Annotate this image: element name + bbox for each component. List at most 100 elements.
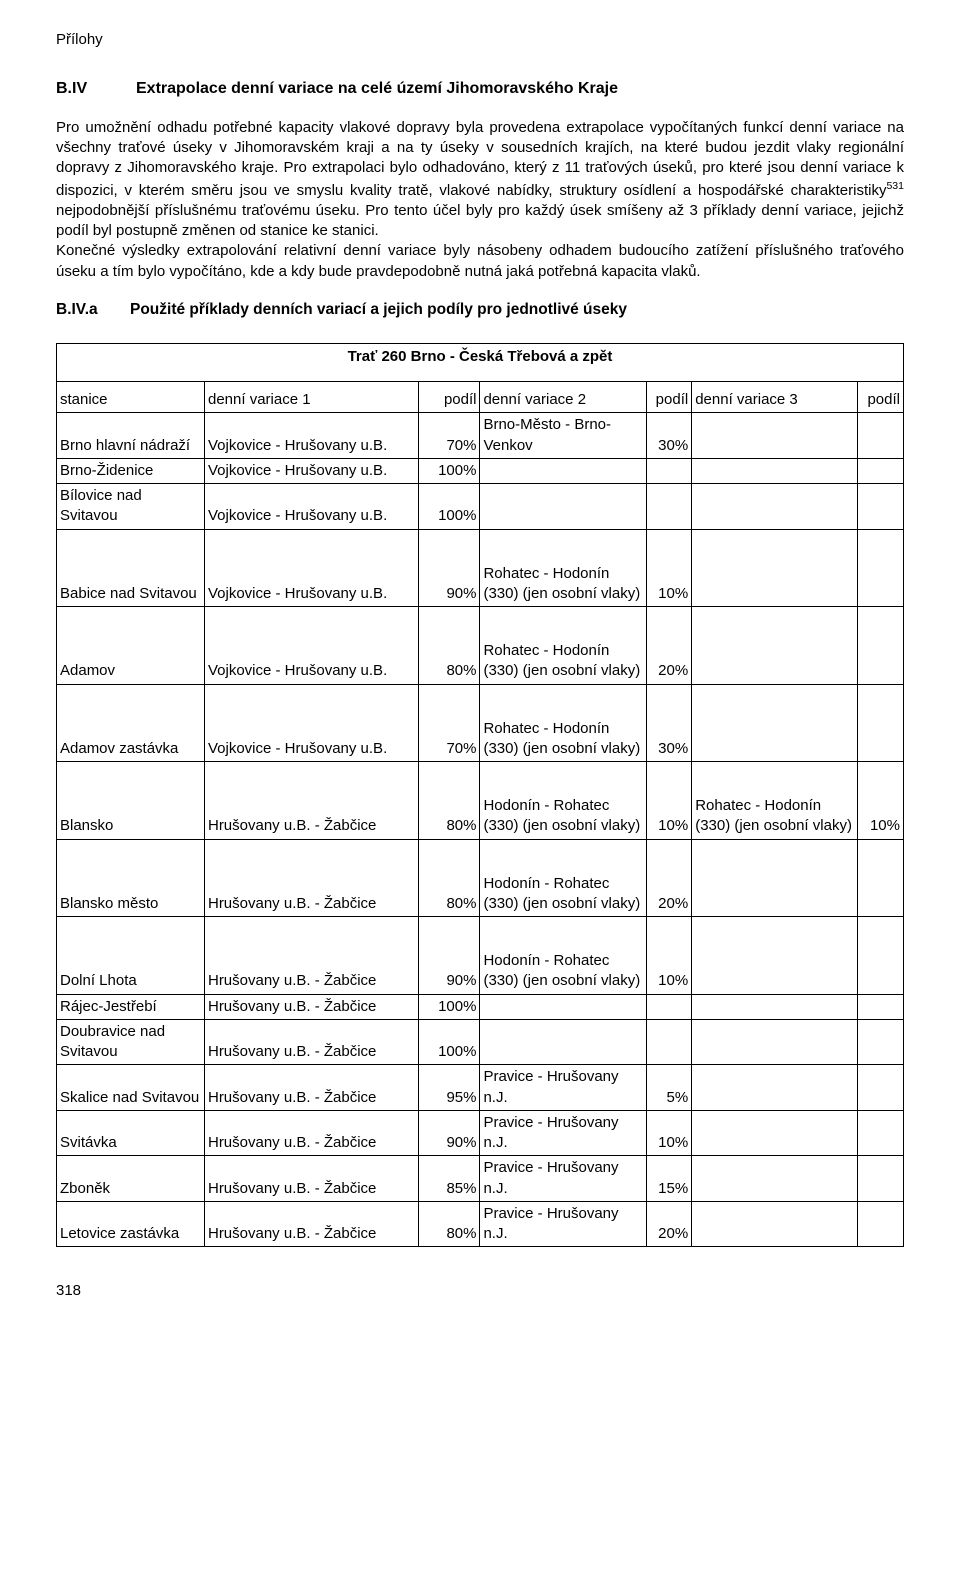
cell-dv2 <box>480 1019 646 1065</box>
cell-p3 <box>858 684 904 762</box>
cell-stanice: Letovice zastávka <box>57 1201 205 1247</box>
cell-stanice: Brno-Židenice <box>57 458 205 483</box>
section-title: Extrapolace denní variace na celé území … <box>136 78 618 100</box>
cell-p1: 80% <box>419 607 480 685</box>
cell-dv1: Hrušovany u.B. - Žabčice <box>204 1065 418 1111</box>
cell-p1: 100% <box>419 484 480 530</box>
paragraph-1: Pro umožnění odhadu potřebné kapacity vl… <box>56 118 904 282</box>
cell-dv1: Vojkovice - Hrušovany u.B. <box>204 607 418 685</box>
cell-dv2: Rohatec - Hodonín (330) (jen osobní vlak… <box>480 607 646 685</box>
subsection-title: Použité příklady denních variací a jejic… <box>130 300 627 321</box>
cell-p3 <box>858 839 904 917</box>
cell-dv3 <box>692 1156 858 1202</box>
cell-stanice: Blansko <box>57 762 205 840</box>
cell-dv3 <box>692 484 858 530</box>
cell-p2: 10% <box>646 529 692 607</box>
cell-dv1: Hrušovany u.B. - Žabčice <box>204 917 418 995</box>
table-row: Doubravice nad SvitavouHrušovany u.B. - … <box>57 1019 904 1065</box>
cell-dv1: Vojkovice - Hrušovany u.B. <box>204 684 418 762</box>
table-title-row: Trať 260 Brno - Česká Třebová a zpět <box>57 343 904 381</box>
cell-p2: 20% <box>646 839 692 917</box>
table-row: SvitávkaHrušovany u.B. - Žabčice90%Pravi… <box>57 1110 904 1156</box>
cell-dv2: Rohatec - Hodonín (330) (jen osobní vlak… <box>480 529 646 607</box>
table-row: Brno-ŽideniceVojkovice - Hrušovany u.B.1… <box>57 458 904 483</box>
col-p3: podíl <box>858 382 904 413</box>
cell-p3 <box>858 413 904 459</box>
cell-dv1: Vojkovice - Hrušovany u.B. <box>204 529 418 607</box>
cell-p3 <box>858 1019 904 1065</box>
cell-dv3 <box>692 529 858 607</box>
table-row: Brno hlavní nádražíVojkovice - Hrušovany… <box>57 413 904 459</box>
table-row: Bílovice nad SvitavouVojkovice - Hrušova… <box>57 484 904 530</box>
cell-p1: 90% <box>419 917 480 995</box>
table-row: Letovice zastávkaHrušovany u.B. - Žabčic… <box>57 1201 904 1247</box>
cell-stanice: Rájec-Jestřebí <box>57 994 205 1019</box>
cell-p3 <box>858 607 904 685</box>
subsection-number: B.IV.a <box>56 300 106 321</box>
cell-p2 <box>646 994 692 1019</box>
cell-dv3 <box>692 994 858 1019</box>
data-table: Trať 260 Brno - Česká Třebová a zpět sta… <box>56 343 904 1248</box>
cell-p2: 30% <box>646 413 692 459</box>
cell-dv1: Vojkovice - Hrušovany u.B. <box>204 458 418 483</box>
cell-p2 <box>646 458 692 483</box>
cell-p1: 95% <box>419 1065 480 1111</box>
paragraph-1-part2: nejpodobnější příslušnému traťovému úsek… <box>56 202 904 239</box>
col-dv3: denní variace 3 <box>692 382 858 413</box>
cell-p2: 30% <box>646 684 692 762</box>
cell-p2: 20% <box>646 607 692 685</box>
col-dv1: denní variace 1 <box>204 382 418 413</box>
table-row: AdamovVojkovice - Hrušovany u.B.80%Rohat… <box>57 607 904 685</box>
cell-dv1: Vojkovice - Hrušovany u.B. <box>204 484 418 530</box>
cell-dv1: Hrušovany u.B. - Žabčice <box>204 1110 418 1156</box>
cell-p3 <box>858 484 904 530</box>
cell-p1: 90% <box>419 529 480 607</box>
col-p2: podíl <box>646 382 692 413</box>
cell-p1: 70% <box>419 684 480 762</box>
cell-p2 <box>646 484 692 530</box>
cell-stanice: Brno hlavní nádraží <box>57 413 205 459</box>
cell-dv3 <box>692 1019 858 1065</box>
table-row: Dolní LhotaHrušovany u.B. - Žabčice90%Ho… <box>57 917 904 995</box>
cell-p2: 10% <box>646 762 692 840</box>
section-heading: B.IV Extrapolace denní variace na celé ú… <box>56 78 904 100</box>
cell-dv3 <box>692 684 858 762</box>
table-header-row: stanice denní variace 1 podíl denní vari… <box>57 382 904 413</box>
cell-dv3 <box>692 1110 858 1156</box>
table-title: Trať 260 Brno - Česká Třebová a zpět <box>57 343 904 381</box>
cell-p1: 100% <box>419 458 480 483</box>
table-row: Rájec-JestřebíHrušovany u.B. - Žabčice10… <box>57 994 904 1019</box>
cell-dv3 <box>692 413 858 459</box>
cell-stanice: Zboněk <box>57 1156 205 1202</box>
cell-dv3 <box>692 1065 858 1111</box>
cell-p1: 80% <box>419 762 480 840</box>
cell-p2: 10% <box>646 1110 692 1156</box>
table-row: ZboněkHrušovany u.B. - Žabčice85%Pravice… <box>57 1156 904 1202</box>
cell-p1: 80% <box>419 839 480 917</box>
cell-p3 <box>858 529 904 607</box>
cell-dv1: Hrušovany u.B. - Žabčice <box>204 994 418 1019</box>
paragraph-2: Konečné výsledky extrapolování relativní… <box>56 242 904 279</box>
cell-p3: 10% <box>858 762 904 840</box>
table-row: BlanskoHrušovany u.B. - Žabčice80%Hodoní… <box>57 762 904 840</box>
page-header: Přílohy <box>56 30 904 50</box>
cell-p2 <box>646 1019 692 1065</box>
cell-p1: 100% <box>419 994 480 1019</box>
table-row: Adamov zastávkaVojkovice - Hrušovany u.B… <box>57 684 904 762</box>
cell-stanice: Dolní Lhota <box>57 917 205 995</box>
cell-stanice: Adamov zastávka <box>57 684 205 762</box>
cell-dv2: Pravice - Hrušovany n.J. <box>480 1110 646 1156</box>
cell-p1: 90% <box>419 1110 480 1156</box>
cell-p1: 85% <box>419 1156 480 1202</box>
cell-dv2 <box>480 994 646 1019</box>
cell-dv3 <box>692 458 858 483</box>
cell-p1: 70% <box>419 413 480 459</box>
cell-dv2 <box>480 458 646 483</box>
col-dv2: denní variace 2 <box>480 382 646 413</box>
cell-p2: 20% <box>646 1201 692 1247</box>
cell-dv3 <box>692 917 858 995</box>
cell-dv3 <box>692 839 858 917</box>
cell-dv2: Hodonín - Rohatec (330) (jen osobní vlak… <box>480 839 646 917</box>
cell-stanice: Babice nad Svitavou <box>57 529 205 607</box>
cell-stanice: Svitávka <box>57 1110 205 1156</box>
